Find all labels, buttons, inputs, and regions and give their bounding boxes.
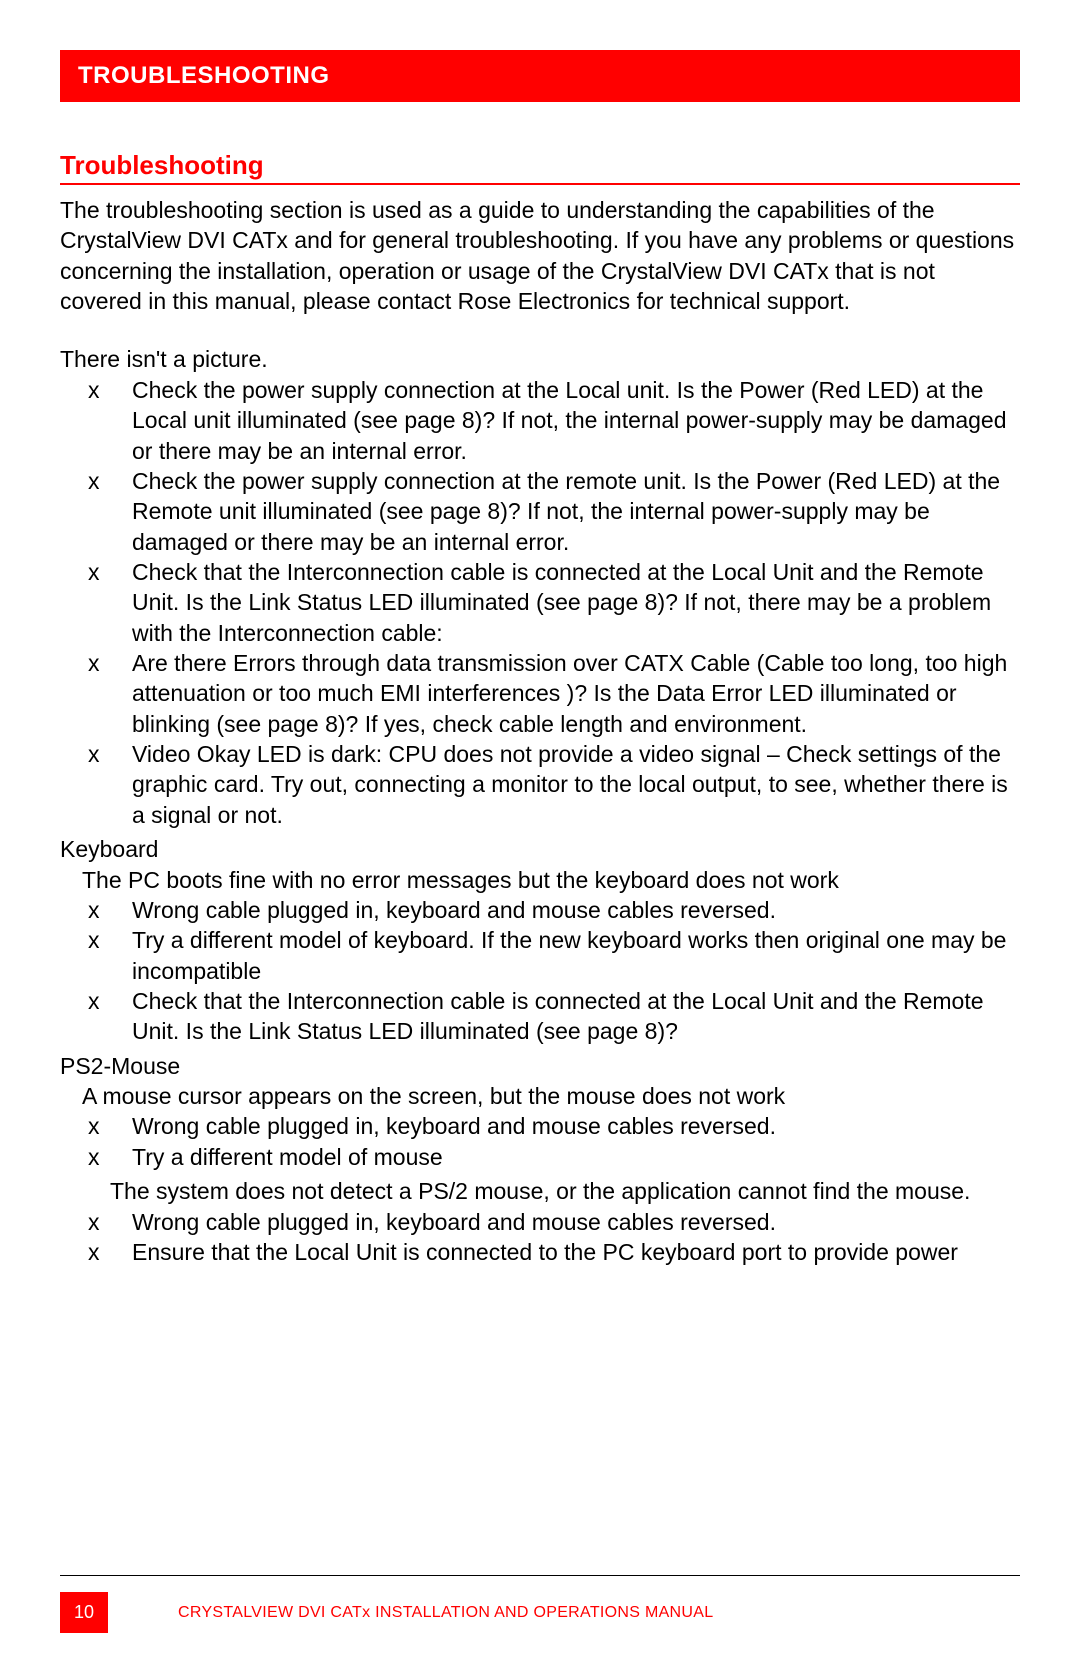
topic-mouse-heading: PS2-Mouse	[60, 1051, 1020, 1081]
topic-mouse-list-b: Wrong cable plugged in, keyboard and mou…	[60, 1207, 1020, 1268]
list-item: Try a different model of keyboard. If th…	[110, 925, 1020, 986]
topic-mouse-intro: A mouse cursor appears on the screen, bu…	[60, 1081, 1020, 1111]
list-item: Check that the Interconnection cable is …	[110, 557, 1020, 648]
list-item: Check the power supply connection at the…	[110, 466, 1020, 557]
list-item: Wrong cable plugged in, keyboard and mou…	[110, 1207, 1020, 1237]
list-item: Try a different model of mouse	[110, 1142, 1020, 1172]
list-item: Wrong cable plugged in, keyboard and mou…	[110, 1111, 1020, 1141]
header-bar: TROUBLESHOOTING	[60, 50, 1020, 102]
intro-paragraph: The troubleshooting section is used as a…	[60, 195, 1020, 316]
topic-keyboard-intro: The PC boots fine with no error messages…	[60, 865, 1020, 895]
topic-keyboard-list: Wrong cable plugged in, keyboard and mou…	[60, 895, 1020, 1047]
footer-rule	[60, 1575, 1020, 1576]
topic-mouse-list-a: Wrong cable plugged in, keyboard and mou…	[60, 1111, 1020, 1172]
topic-no-picture-heading: There isn't a picture.	[60, 344, 1020, 374]
list-item: Wrong cable plugged in, keyboard and mou…	[110, 895, 1020, 925]
section-title: Troubleshooting	[60, 150, 1020, 185]
list-item: Are there Errors through data transmissi…	[110, 648, 1020, 739]
topic-keyboard-heading: Keyboard	[60, 834, 1020, 864]
topic-no-picture-list: Check the power supply connection at the…	[60, 375, 1020, 830]
topic-mouse-continuation: The system does not detect a PS/2 mouse,…	[60, 1176, 1020, 1206]
page-footer: 10 CRYSTALVIEW DVI CATx INSTALLATION AND…	[60, 1575, 1020, 1633]
list-item: Ensure that the Local Unit is connected …	[110, 1237, 1020, 1267]
footer-row: 10 CRYSTALVIEW DVI CATx INSTALLATION AND…	[60, 1592, 1020, 1633]
list-item: Check that the Interconnection cable is …	[110, 986, 1020, 1047]
list-item: Check the power supply connection at the…	[110, 375, 1020, 466]
footer-manual-title: CRYSTALVIEW DVI CATx INSTALLATION AND OP…	[178, 1604, 713, 1622]
list-item: Video Okay LED is dark: CPU does not pro…	[110, 739, 1020, 830]
page-number-badge: 10	[60, 1592, 108, 1633]
